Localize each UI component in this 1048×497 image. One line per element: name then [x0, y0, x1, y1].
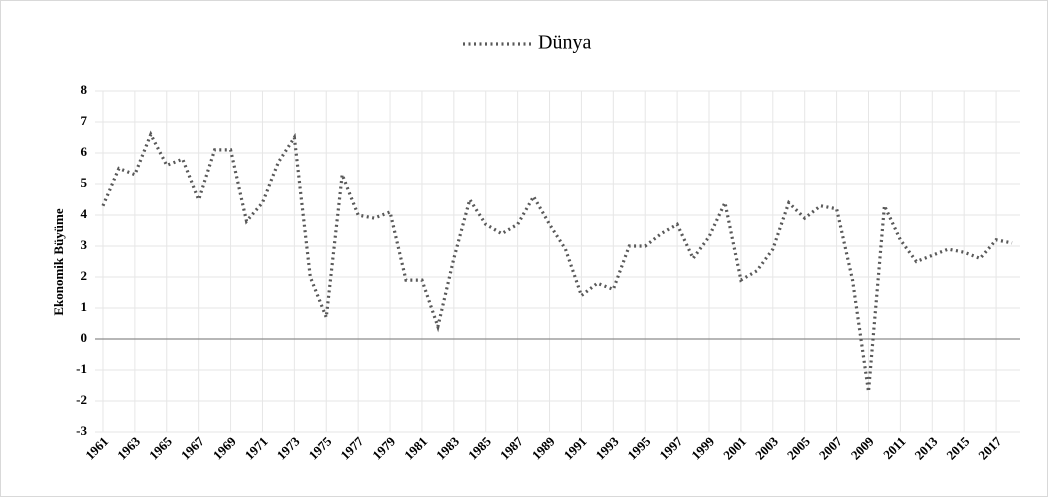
- y-tick-label: 2: [81, 268, 88, 283]
- y-tick-label: 5: [81, 175, 88, 190]
- data-line: [101, 130, 1013, 392]
- y-tick-label: 4: [81, 206, 88, 221]
- y-tick-label: 0: [81, 330, 88, 345]
- y-tick-label: 3: [81, 237, 88, 252]
- y-tick-label: -1: [76, 361, 87, 376]
- y-tick-label: 8: [81, 82, 88, 97]
- y-tick-label: 1: [81, 299, 88, 314]
- y-tick-label: -2: [76, 392, 87, 407]
- y-axis-label: Ekonomik Büyüme: [51, 208, 66, 316]
- y-tick-label: 7: [81, 113, 88, 128]
- y-tick-label: -3: [76, 423, 87, 438]
- legend-label: Dünya: [538, 32, 591, 54]
- y-tick-label: 6: [81, 144, 88, 159]
